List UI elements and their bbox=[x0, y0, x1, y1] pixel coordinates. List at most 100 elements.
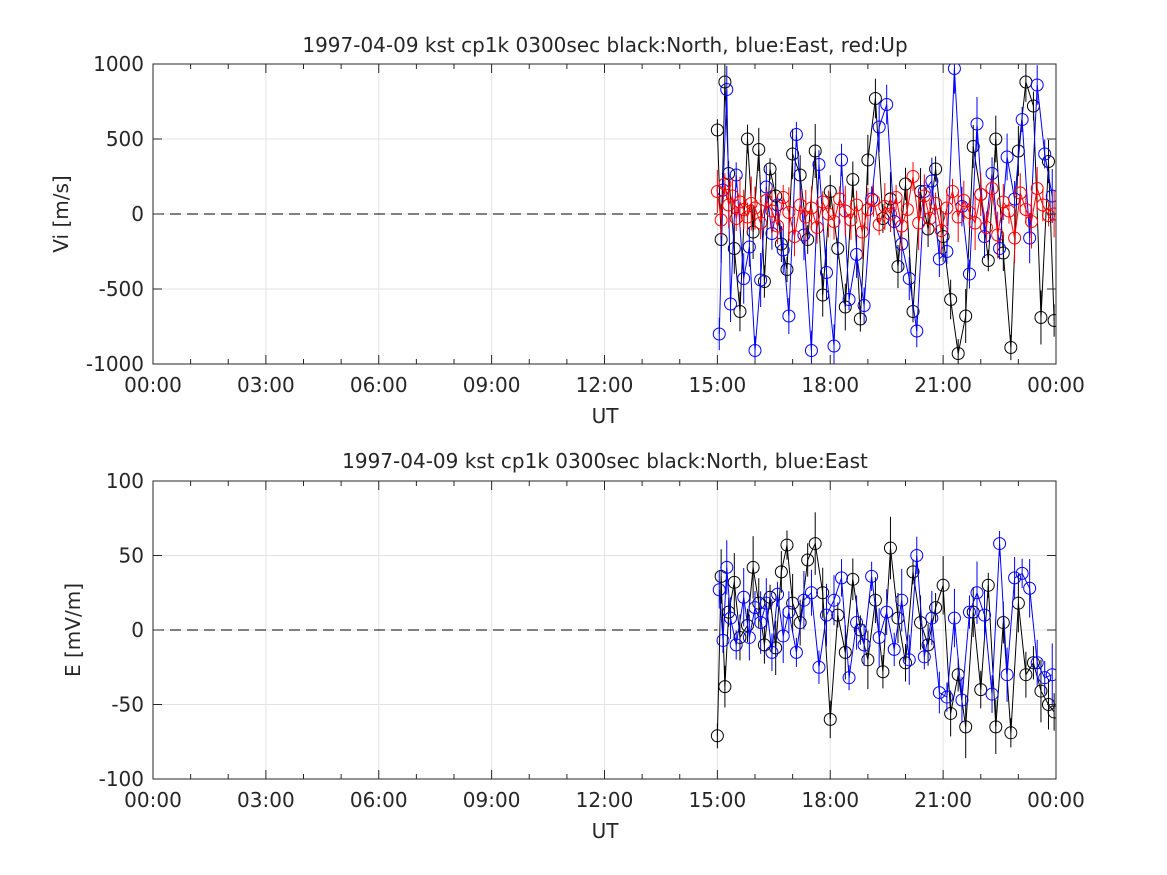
data-point bbox=[727, 242, 741, 255]
data-point bbox=[804, 201, 818, 215]
data-point bbox=[737, 272, 751, 285]
data-point bbox=[842, 293, 856, 306]
data-point bbox=[765, 645, 779, 659]
data-point bbox=[1025, 215, 1039, 228]
series-east bbox=[712, 531, 1056, 723]
data-point bbox=[970, 117, 984, 131]
data-point bbox=[808, 537, 822, 551]
y-tick-label: -100 bbox=[99, 767, 144, 791]
data-point bbox=[833, 192, 847, 206]
data-point bbox=[823, 712, 837, 726]
data-point bbox=[944, 706, 958, 720]
data-point bbox=[823, 185, 837, 198]
data-point bbox=[748, 601, 762, 615]
data-point bbox=[838, 300, 852, 314]
data-point bbox=[872, 120, 886, 134]
data-point bbox=[929, 162, 943, 176]
data-point bbox=[1008, 231, 1022, 245]
data-point bbox=[786, 147, 800, 161]
data-point bbox=[955, 693, 969, 707]
x-tick-label: 09:00 bbox=[463, 373, 521, 397]
x-tick-label: 18:00 bbox=[801, 788, 859, 812]
data-point bbox=[906, 565, 920, 579]
efield-plot-xlabel: UT bbox=[592, 819, 620, 843]
data-point bbox=[720, 560, 734, 574]
data-point bbox=[867, 194, 881, 207]
y-tick-label: -1000 bbox=[86, 352, 144, 376]
y-tick-label: 100 bbox=[106, 469, 144, 493]
data-point bbox=[902, 653, 916, 667]
data-point bbox=[846, 572, 860, 586]
data-point bbox=[861, 653, 875, 667]
data-point bbox=[889, 191, 903, 204]
data-point bbox=[835, 571, 849, 585]
data-point bbox=[710, 123, 724, 137]
data-point bbox=[797, 593, 811, 607]
data-point bbox=[962, 605, 976, 619]
data-point bbox=[1026, 656, 1040, 670]
data-point bbox=[733, 630, 747, 644]
efield-plot-ylabel: E [mV/m] bbox=[61, 583, 85, 677]
x-tick-label: 21:00 bbox=[914, 788, 972, 812]
data-point bbox=[789, 645, 803, 659]
data-point bbox=[989, 132, 1003, 146]
data-point bbox=[808, 144, 822, 158]
data-point bbox=[962, 267, 976, 281]
data-point bbox=[934, 224, 948, 237]
data-point bbox=[981, 254, 995, 267]
data-point bbox=[759, 194, 773, 207]
data-point bbox=[910, 324, 924, 338]
data-point bbox=[838, 645, 852, 659]
efield-plot: 1997-04-09 kst cp1k 0300sec black:North,… bbox=[61, 449, 1085, 843]
data-point bbox=[748, 344, 762, 357]
data-point bbox=[710, 729, 724, 743]
data-point bbox=[816, 586, 830, 600]
data-point bbox=[1015, 113, 1029, 126]
data-point bbox=[1045, 668, 1056, 682]
data-point bbox=[804, 344, 818, 357]
data-point bbox=[744, 197, 758, 210]
data-point bbox=[932, 686, 946, 700]
data-point bbox=[765, 204, 779, 218]
data-point bbox=[880, 605, 894, 619]
data-point bbox=[742, 630, 756, 644]
data-point bbox=[902, 272, 916, 285]
series-line-east bbox=[718, 543, 1053, 701]
data-point bbox=[974, 188, 988, 201]
data-point bbox=[936, 578, 950, 592]
data-point bbox=[912, 216, 926, 230]
data-point bbox=[946, 185, 960, 198]
data-point bbox=[1015, 566, 1029, 580]
data-point bbox=[974, 683, 988, 697]
data-point bbox=[925, 174, 939, 188]
data-point bbox=[748, 201, 762, 215]
data-point bbox=[978, 230, 992, 243]
data-point bbox=[853, 623, 867, 637]
data-point bbox=[816, 195, 830, 209]
data-point bbox=[1019, 203, 1033, 216]
data-point bbox=[789, 128, 803, 141]
velocity-plot-data bbox=[710, 64, 1056, 364]
data-point bbox=[754, 273, 768, 287]
data-point bbox=[788, 230, 802, 243]
data-point bbox=[1002, 204, 1016, 218]
data-point bbox=[959, 720, 973, 734]
data-point bbox=[993, 537, 1007, 551]
data-point bbox=[876, 665, 890, 679]
data-point bbox=[951, 347, 965, 360]
data-point bbox=[714, 213, 728, 227]
data-point bbox=[989, 720, 1003, 734]
x-tick-label: 21:00 bbox=[914, 373, 972, 397]
x-tick-label: 06:00 bbox=[350, 788, 408, 812]
efield-plot-ticks: 00:00 03:00 06:00 09:00 12:00 15:00 18:00 21:00… bbox=[99, 469, 1085, 812]
data-point bbox=[844, 213, 858, 227]
data-point bbox=[951, 210, 965, 224]
velocity-plot-ylabel: Vi [m/s] bbox=[49, 175, 73, 252]
data-point bbox=[868, 92, 882, 105]
data-point bbox=[771, 219, 785, 233]
data-point bbox=[729, 168, 743, 182]
data-point bbox=[925, 611, 939, 625]
data-point bbox=[1000, 150, 1014, 164]
data-point bbox=[1030, 656, 1044, 670]
data-point bbox=[900, 203, 914, 216]
